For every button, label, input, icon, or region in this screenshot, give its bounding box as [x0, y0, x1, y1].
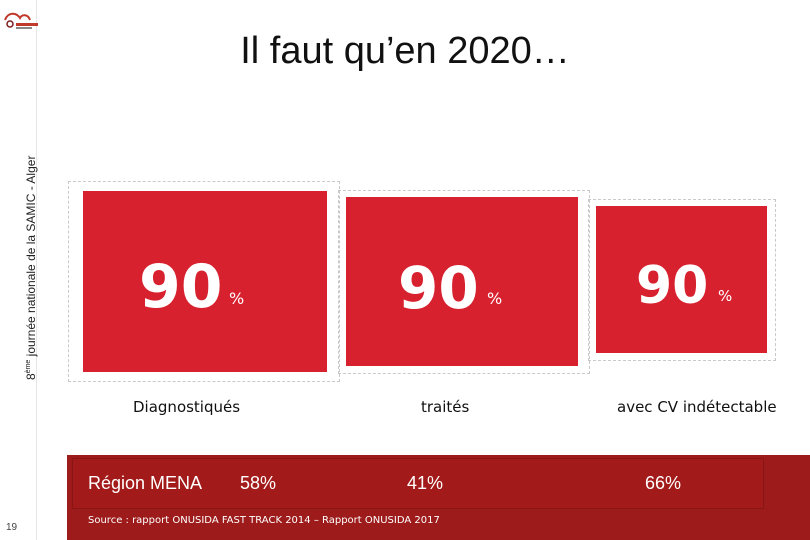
- card-frame-1: [68, 181, 340, 382]
- card-frame-3: [588, 199, 776, 361]
- stat-unit: %: [229, 289, 245, 308]
- source-citation: Source : rapport ONUSIDA FAST TRACK 2014…: [88, 515, 440, 526]
- label-diagnosed: Diagnostiqués: [133, 398, 241, 416]
- stat-value: 90: [139, 252, 223, 322]
- mena-value-diagnosed: 58%: [240, 473, 277, 493]
- vertical-event-label: 8ème journée nationale de la SAMIC - Alg…: [24, 155, 38, 380]
- card-frame-2: [338, 190, 590, 374]
- left-sidebar: [0, 0, 37, 540]
- mena-region-label: Région MENA: [88, 473, 203, 493]
- stat-unit: %: [718, 287, 733, 305]
- mena-value-undetectable: 66%: [645, 473, 682, 493]
- stat-card-treated: 90 %: [346, 197, 578, 366]
- slide-number: 19: [6, 522, 18, 533]
- mena-band-inner: [72, 458, 764, 509]
- mena-value-treated: 41%: [407, 473, 444, 493]
- stat-value: 90: [398, 254, 479, 322]
- page-title: Il faut qu’en 2020…: [240, 30, 570, 72]
- corevih-logo: [4, 12, 38, 29]
- footer-band-right: [763, 455, 810, 540]
- label-undetectable: avec CV indétectable: [617, 398, 777, 416]
- stat-card-diagnosed: 90 %: [83, 191, 327, 372]
- footer-band: [67, 508, 763, 540]
- stat-unit: %: [487, 289, 503, 308]
- stat-value: 90: [636, 256, 709, 316]
- stat-card-undetectable: 90 %: [596, 206, 767, 353]
- label-treated: traités: [421, 398, 470, 416]
